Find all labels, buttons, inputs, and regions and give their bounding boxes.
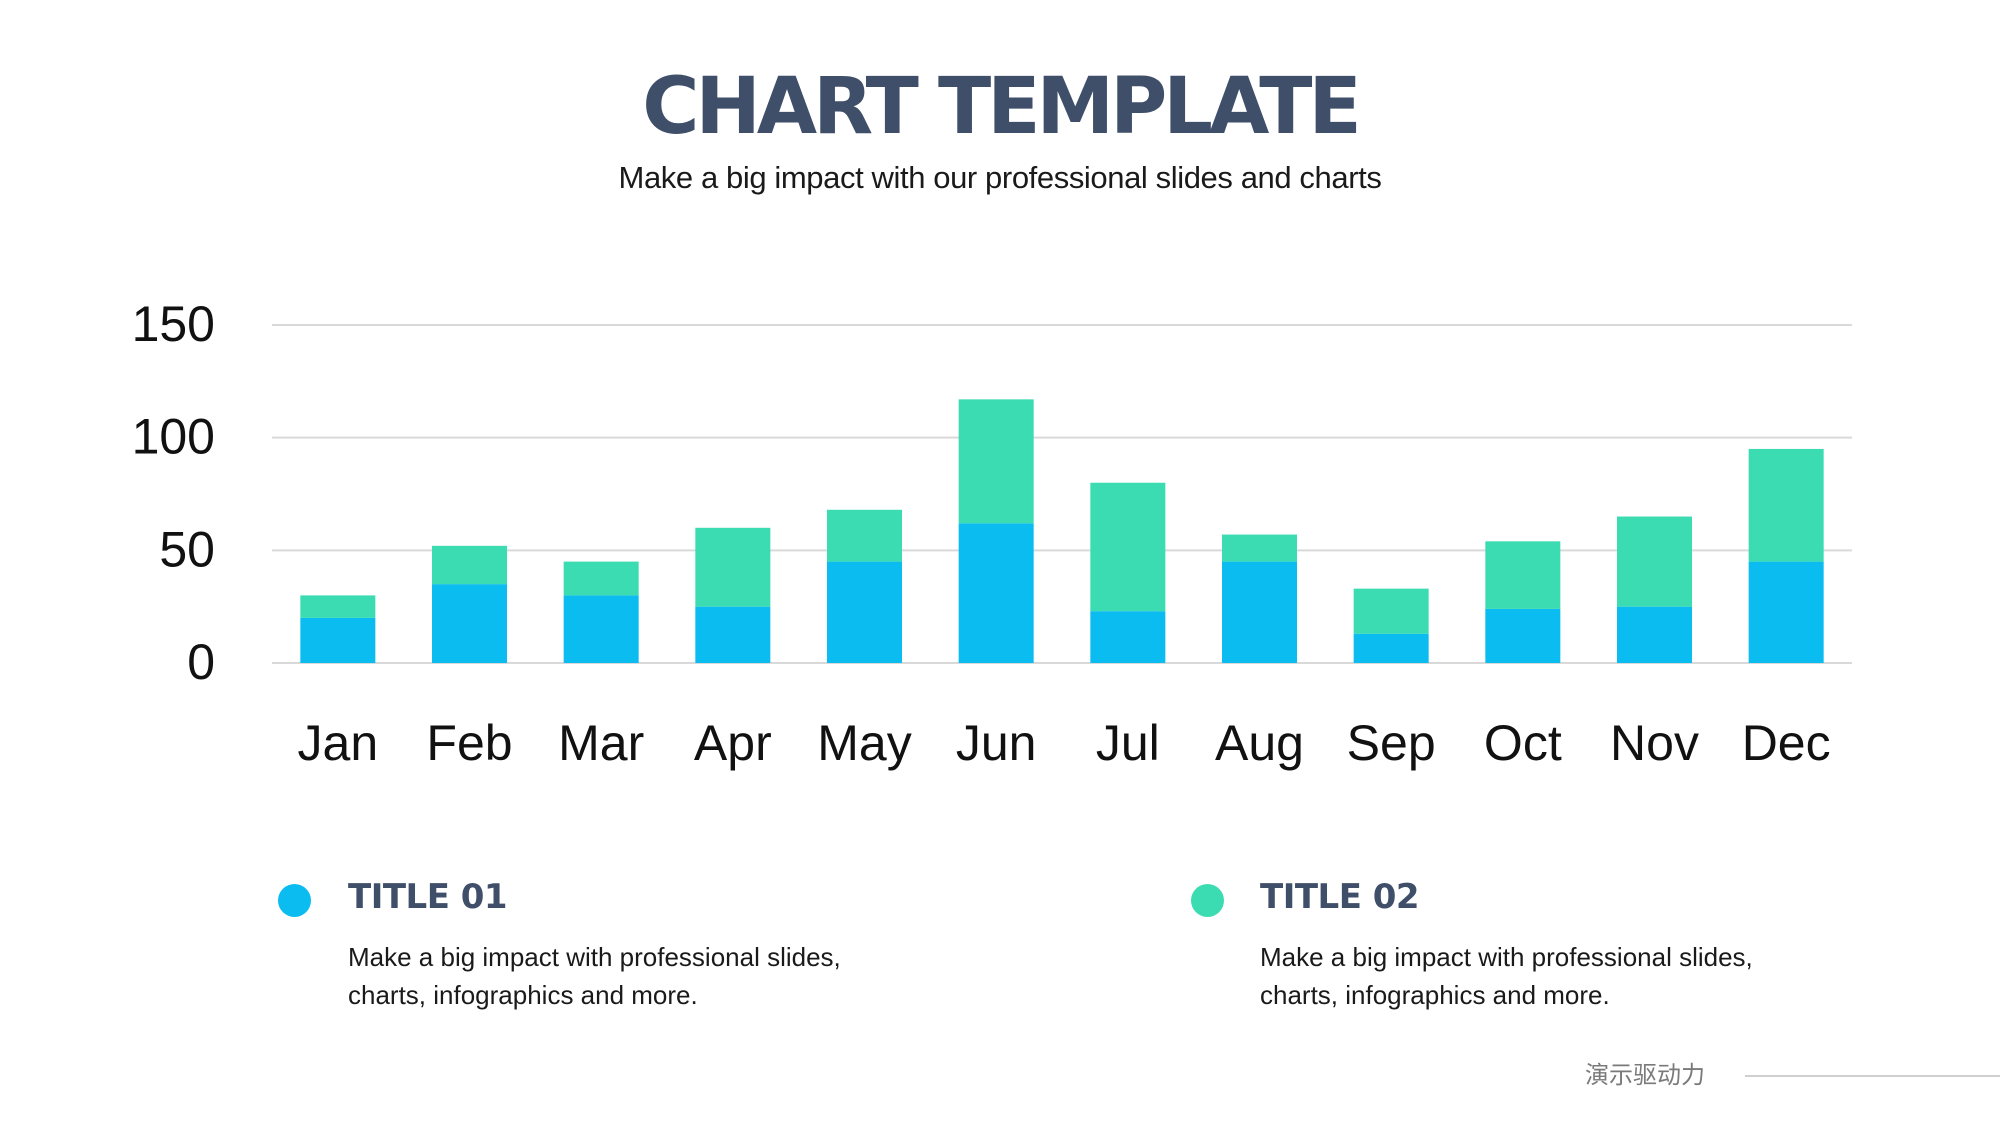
bar-feb-series2 [432, 545, 507, 585]
bar-oct-series2 [1485, 541, 1561, 609]
bar-jul-series2 [1090, 482, 1166, 612]
bar-may-series2 [827, 509, 902, 562]
x-tick-label-sep: Sep [1347, 715, 1436, 771]
y-tick-label-0: 0 [187, 634, 215, 690]
legend-title-1: TITLE 01 [348, 877, 508, 917]
bar-feb-series1 [432, 584, 507, 663]
legend-title-2: TITLE 02 [1260, 877, 1420, 917]
page-subtitle: Make a big impact with our professional … [618, 160, 1382, 195]
x-tick-label-jun: Jun [956, 715, 1037, 771]
bar-dec-series1 [1748, 561, 1824, 663]
legend-text-2: Make a big impact with professional slid… [1260, 942, 1753, 1010]
bar-jan-series2 [300, 595, 376, 618]
page-title: CHART TEMPLATE [642, 62, 1362, 152]
bar-may-series1 [827, 561, 902, 663]
bar-aug-series2 [1222, 534, 1297, 562]
legend-text-1: Make a big impact with professional slid… [348, 942, 841, 1010]
footer-brand: 演示驱动力 [1585, 1061, 1705, 1089]
x-tick-label-nov: Nov [1610, 715, 1699, 771]
bar-jul-series1 [1090, 611, 1166, 663]
y-tick-label-50: 50 [159, 521, 215, 577]
bar-nov-series1 [1617, 606, 1692, 663]
bar-aug-series1 [1222, 561, 1297, 663]
bar-apr-series1 [695, 606, 771, 663]
bar-sep-series2 [1353, 588, 1429, 634]
x-tick-label-apr: Apr [694, 715, 772, 771]
bar-mar-series2 [563, 561, 639, 596]
y-tick-label-150: 150 [132, 296, 215, 352]
bar-nov-series2 [1617, 516, 1692, 607]
stacked-bar-chart: 0 50 100 150 Jan Feb Mar Apr May Jun Jul Aug Sep Oct N… [132, 296, 1852, 771]
bar-jun-series1 [958, 523, 1034, 663]
x-tick-label-feb: Feb [426, 715, 512, 771]
bar-jun-series2 [958, 399, 1034, 524]
bar-oct-series1 [1485, 608, 1561, 663]
x-tick-label-jan: Jan [298, 715, 379, 771]
y-tick-label-100: 100 [132, 409, 215, 465]
x-tick-label-oct: Oct [1484, 715, 1562, 771]
bar-mar-series1 [563, 595, 639, 663]
bar-sep-series1 [1353, 633, 1429, 663]
legend-dot-series1 [278, 884, 311, 917]
x-tick-label-may: May [817, 715, 911, 771]
x-tick-label-dec: Dec [1742, 715, 1831, 771]
x-tick-label-jul: Jul [1096, 715, 1160, 771]
legend-dot-series2 [1191, 884, 1224, 917]
bar-jan-series1 [300, 617, 376, 663]
bar-dec-series2 [1748, 448, 1824, 562]
x-tick-label-mar: Mar [558, 715, 644, 771]
x-tick-label-aug: Aug [1215, 715, 1304, 771]
footer-divider [1745, 1075, 2000, 1077]
bar-apr-series2 [695, 527, 771, 607]
